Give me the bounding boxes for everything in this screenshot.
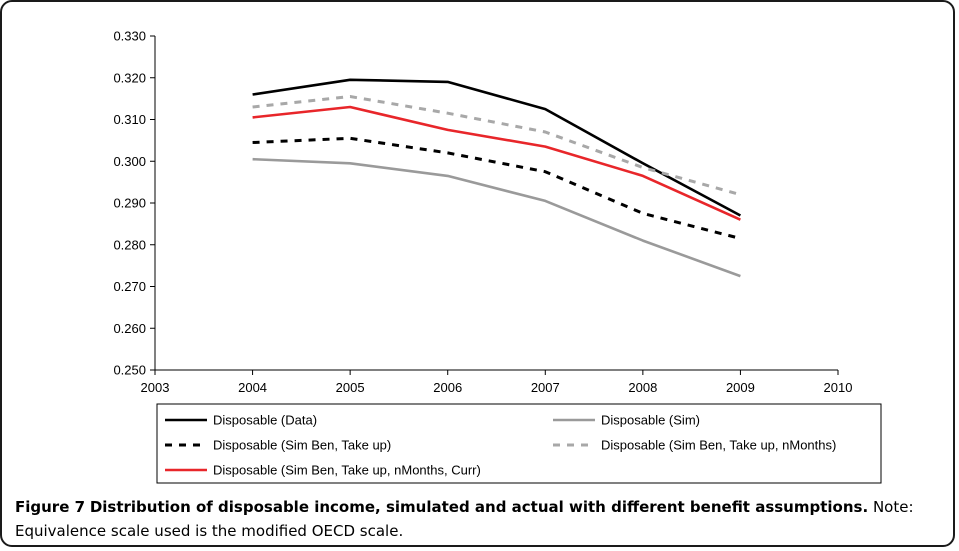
y-tick-label: 0.310: [113, 112, 146, 127]
x-tick-label: 2007: [531, 380, 560, 395]
series-line-4: [252, 95, 741, 197]
y-tick-label: 0.250: [113, 363, 146, 378]
y-tick-label: 0.300: [113, 154, 146, 169]
x-tick-label: 2006: [433, 380, 462, 395]
x-tick-label: 2005: [336, 380, 365, 395]
series-line-5: [252, 105, 741, 221]
y-tick-label: 0.280: [113, 237, 146, 252]
figure-caption: Figure 7 Distribution of disposable inco…: [15, 495, 935, 543]
y-tick-label: 0.330: [113, 29, 146, 44]
caption-title: Distribution of disposable income, simul…: [89, 498, 869, 516]
y-tick-label: 0.320: [113, 70, 146, 85]
series-line-1: [252, 78, 742, 217]
legend-label-4: Disposable (Sim Ben, Take up, nMonths): [601, 438, 836, 453]
legend-label-1: Disposable (Data): [213, 413, 317, 428]
x-tick-label: 2009: [726, 380, 755, 395]
y-tick-label: 0.290: [113, 196, 146, 211]
x-tick-label: 2004: [238, 380, 267, 395]
legend-label-3: Disposable (Sim Ben, Take up): [213, 438, 391, 453]
y-tick-label: 0.260: [113, 321, 146, 336]
legend-label-5: Disposable (Sim Ben, Take up, nMonths, C…: [213, 463, 481, 478]
legend-label-2: Disposable (Sim): [601, 413, 700, 428]
caption-note: Note: Equivalence scale used is the modi…: [15, 498, 914, 540]
caption-label: Figure 7: [15, 498, 86, 516]
x-tick-label: 2008: [628, 380, 657, 395]
x-tick-label: 2003: [141, 380, 170, 395]
series-line-2: [252, 157, 741, 278]
x-tick-label: 2010: [824, 380, 853, 395]
line-chart: 0.250 0.260 0.270 0.280 0.290 0.300 0.310 0.320…: [113, 29, 882, 484]
y-tick-label: 0.270: [113, 279, 146, 294]
legend-box: [156, 403, 882, 484]
